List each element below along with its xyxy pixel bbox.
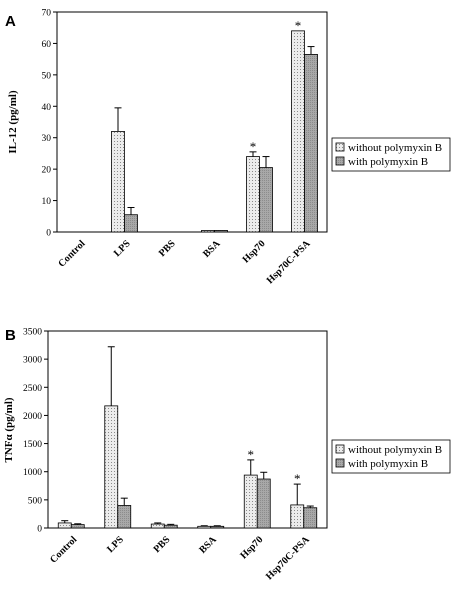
legend-label: with polymyxin B bbox=[348, 156, 428, 168]
y-tick-label: 30 bbox=[42, 134, 52, 144]
bar-without-polymyxin bbox=[243, 474, 258, 529]
y-axis-title: TNFα (pg/ml) bbox=[3, 397, 15, 462]
legend-label: without polymyxin B bbox=[348, 444, 442, 456]
legend-label: with polymyxin B bbox=[348, 458, 428, 470]
chart-panel-b: B 0 500 1000 1500 2000 2500 3000 3500 TNFα (pg/ml… bbox=[3, 327, 451, 582]
category-label: Hsp70C-PSA bbox=[265, 238, 313, 286]
category-label: Hsp70 bbox=[241, 238, 268, 265]
y-tick-label: 1500 bbox=[23, 440, 42, 450]
legend-label: without polymyxin B bbox=[348, 142, 442, 154]
y-axis-title: IL-12 (pg/ml) bbox=[7, 90, 19, 154]
y-tick-label: 500 bbox=[28, 496, 43, 506]
bar-with-polymyxin bbox=[256, 478, 271, 529]
y-tick-label: 40 bbox=[42, 103, 52, 113]
y-tick-label: 3500 bbox=[23, 328, 42, 338]
bar-with-polymyxin bbox=[124, 214, 138, 233]
bar-with-polymyxin bbox=[214, 230, 228, 233]
y-tick-label: 10 bbox=[42, 197, 52, 207]
bar-with-polymyxin bbox=[163, 524, 178, 529]
legend-box bbox=[331, 137, 451, 172]
bar-without-polymyxin bbox=[197, 525, 212, 529]
y-tick-label: 50 bbox=[42, 71, 52, 81]
category-label: Hsp70C-PSA bbox=[264, 534, 312, 582]
y-tick-label: 0 bbox=[37, 525, 42, 535]
plot-frame bbox=[47, 330, 328, 529]
y-tick-label: 70 bbox=[42, 9, 52, 19]
bar-without-polymyxin bbox=[246, 156, 260, 233]
bar-without-polymyxin bbox=[290, 504, 305, 529]
legend-swatch bbox=[335, 142, 345, 152]
bar-with-polymyxin bbox=[304, 54, 318, 233]
legend-swatch bbox=[335, 156, 345, 166]
category-label: Control bbox=[56, 238, 87, 269]
y-tick-label: 60 bbox=[42, 40, 52, 50]
panel-letter: B bbox=[5, 327, 16, 344]
category-label: Hsp70 bbox=[238, 534, 265, 561]
significance-star: * bbox=[248, 447, 255, 462]
bar-without-polymyxin bbox=[111, 131, 125, 233]
legend-swatch bbox=[335, 458, 345, 468]
bar-with-polymyxin bbox=[210, 525, 225, 529]
chart-panel-a: A 0 10 20 30 40 50 60 70 IL-12 (pg/ml) Control LPS P… bbox=[5, 9, 451, 286]
category-label: LPS bbox=[112, 238, 133, 259]
y-tick-label: 3000 bbox=[23, 356, 42, 366]
bar-without-polymyxin bbox=[201, 230, 215, 233]
category-label: PBS bbox=[157, 238, 178, 259]
plot-frame bbox=[56, 11, 328, 233]
y-tick-label: 2500 bbox=[23, 384, 42, 394]
y-tick-label: 2000 bbox=[23, 412, 42, 422]
category-label: Control bbox=[48, 534, 79, 565]
legend-box bbox=[331, 439, 451, 474]
category-label: BSA bbox=[201, 238, 223, 260]
category-label: LPS bbox=[105, 534, 126, 555]
bar-without-polymyxin bbox=[291, 30, 305, 233]
bar-without-polymyxin bbox=[150, 523, 165, 529]
legend-swatch bbox=[335, 444, 345, 454]
y-tick-label: 20 bbox=[42, 166, 52, 176]
significance-star: * bbox=[294, 471, 301, 486]
panel-letter: A bbox=[5, 13, 16, 30]
y-tick-label: 1000 bbox=[23, 468, 42, 478]
bar-with-polymyxin bbox=[117, 505, 132, 529]
category-label: PBS bbox=[152, 534, 173, 555]
significance-star: * bbox=[295, 18, 302, 33]
bar-with-polymyxin bbox=[259, 167, 273, 233]
bar-without-polymyxin bbox=[104, 405, 119, 529]
significance-star: * bbox=[250, 139, 257, 154]
bar-with-polymyxin bbox=[303, 507, 318, 529]
bar-with-polymyxin bbox=[70, 524, 85, 529]
bar-without-polymyxin bbox=[57, 522, 72, 529]
category-label: BSA bbox=[197, 534, 219, 556]
y-tick-label: 0 bbox=[46, 229, 51, 239]
